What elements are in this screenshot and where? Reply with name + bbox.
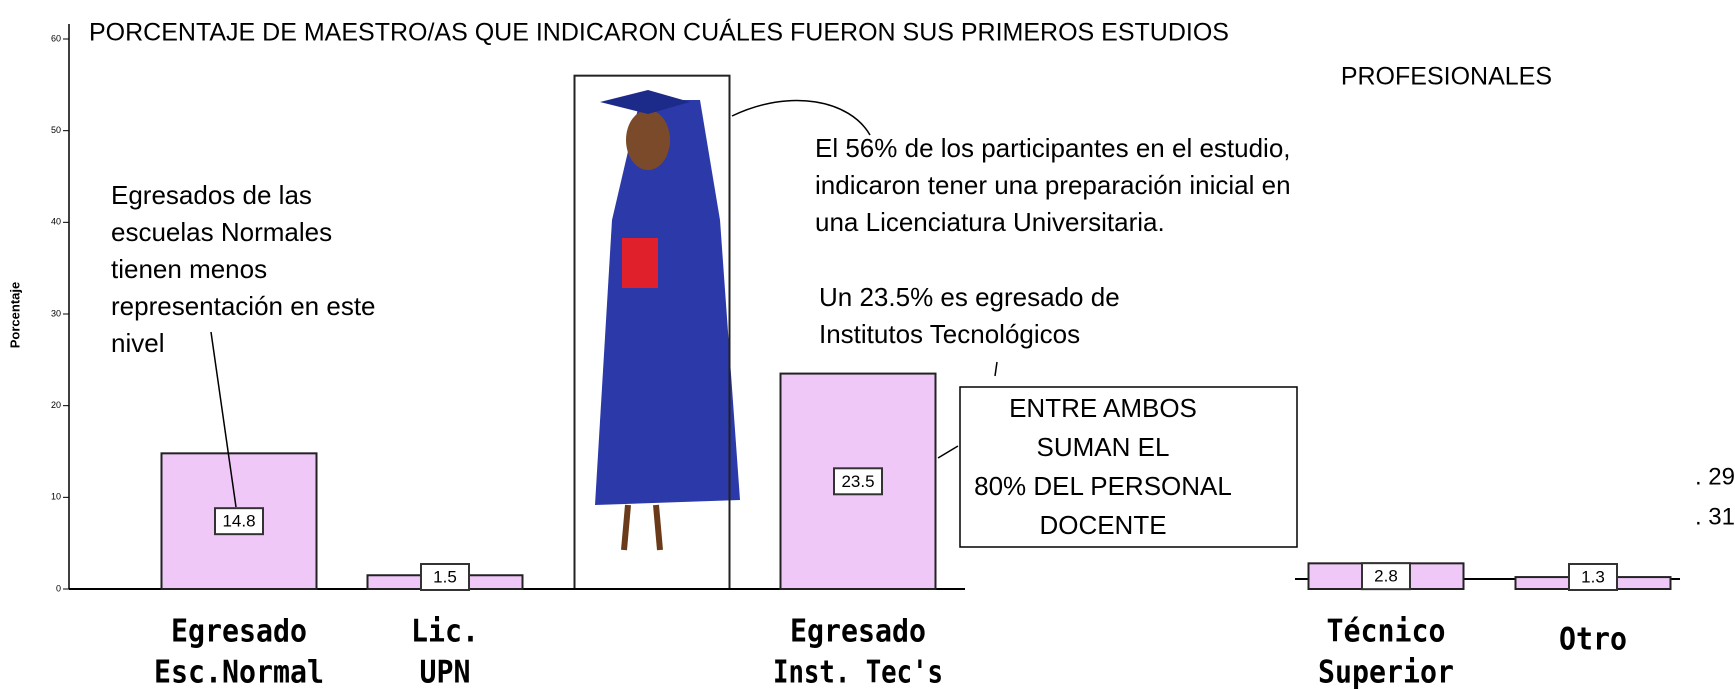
x-tick-label: Esc.Normal [154, 655, 324, 690]
y-tick-label: 0 [56, 583, 61, 593]
chart: 0 10 20 30 40 50 60 Porcentaje PORCENTAJE DE MAE… [0, 0, 1735, 690]
annotation: una Licenciatura Universitaria. [815, 207, 1165, 237]
x-tick-label: UPN [420, 655, 471, 690]
y-tick-label: 40 [51, 217, 61, 227]
x-tick-label: Técnico [1327, 614, 1446, 650]
chart-title: PROFESIONALES [1341, 63, 1552, 91]
annotation: indicaron tener una preparación inicial … [815, 170, 1291, 200]
annotation: SUMAN EL [1037, 432, 1170, 462]
value-label: 1.3 [1581, 567, 1605, 586]
value-label: 14.8 [222, 512, 255, 531]
annotation: nivel [111, 328, 164, 358]
side-text: . 31 [1695, 503, 1735, 530]
annotation: Egresados de las [111, 180, 312, 210]
annotation: ENTRE AMBOS [1009, 393, 1197, 423]
side-text: . 29 [1695, 463, 1735, 490]
y-axis-label: Porcentaje [7, 282, 22, 348]
y-tick-label: 50 [51, 125, 61, 135]
y-tick-label: 30 [51, 308, 61, 318]
value-label: 23.5 [841, 472, 874, 491]
annotation: 80% DEL PERSONAL [974, 471, 1232, 501]
annotation: tienen menos [111, 254, 267, 284]
annotation: representación en este [111, 291, 376, 321]
annotation: El 56% de los participantes en el estudi… [815, 133, 1291, 163]
x-tick-label: Inst. Tec's [773, 655, 943, 690]
value-label: 2.8 [1374, 567, 1398, 586]
y-tick-label: 20 [51, 400, 61, 410]
annotation: Institutos Tecnológicos [819, 319, 1080, 349]
annotation: Un 23.5% es egresado de [819, 282, 1120, 312]
x-tick-label: Egresado [171, 614, 307, 650]
value-label: 1.5 [433, 567, 457, 586]
y-tick-label: 60 [51, 33, 61, 43]
annotation: DOCENTE [1039, 510, 1166, 540]
x-tick-label: Otro [1559, 622, 1627, 658]
x-tick-label: Lic. [411, 614, 479, 650]
x-tick-label: Egresado [790, 614, 926, 650]
chart-title: PORCENTAJE DE MAESTRO/AS QUE INDICARON C… [89, 18, 1229, 47]
annotation: escuelas Normales [111, 217, 332, 247]
x-tick-label: Superior [1318, 655, 1454, 690]
y-tick-label: 10 [51, 492, 61, 502]
